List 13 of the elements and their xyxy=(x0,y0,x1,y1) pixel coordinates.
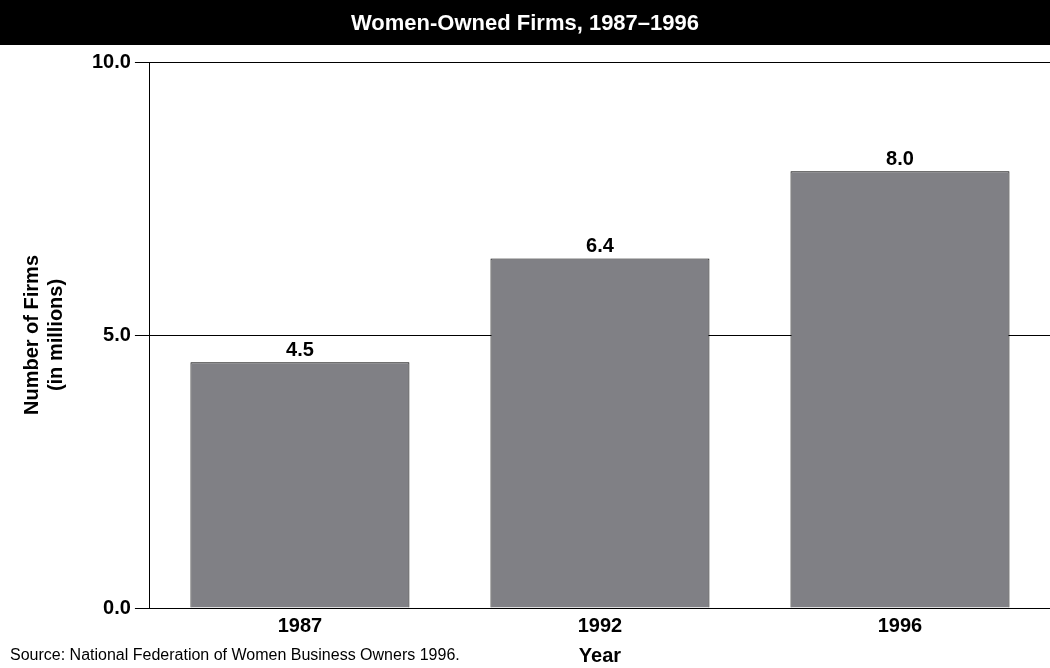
y-tick-label: 5.0 xyxy=(103,322,131,345)
y-tick-label: 10.0 xyxy=(91,49,131,72)
data-label: 4.5 xyxy=(286,337,314,360)
x-tick-label: 1987 xyxy=(277,613,323,636)
x-axis-title: Year xyxy=(578,643,622,666)
source-note: Source: National Federation of Women Business Owners 1996. xyxy=(10,646,460,664)
y-axis-title: Number of Firms (in millions) xyxy=(19,254,66,416)
x-tick-label: 1996 xyxy=(877,613,923,636)
y-tick-label: 0.0 xyxy=(103,595,131,618)
x-tick-label: 1992 xyxy=(577,613,623,636)
data-label: 6.4 xyxy=(586,234,615,257)
chart-title: Women-Owned Firms, 1987–1996 xyxy=(0,0,1050,45)
data-label: 8.0 xyxy=(886,146,914,169)
